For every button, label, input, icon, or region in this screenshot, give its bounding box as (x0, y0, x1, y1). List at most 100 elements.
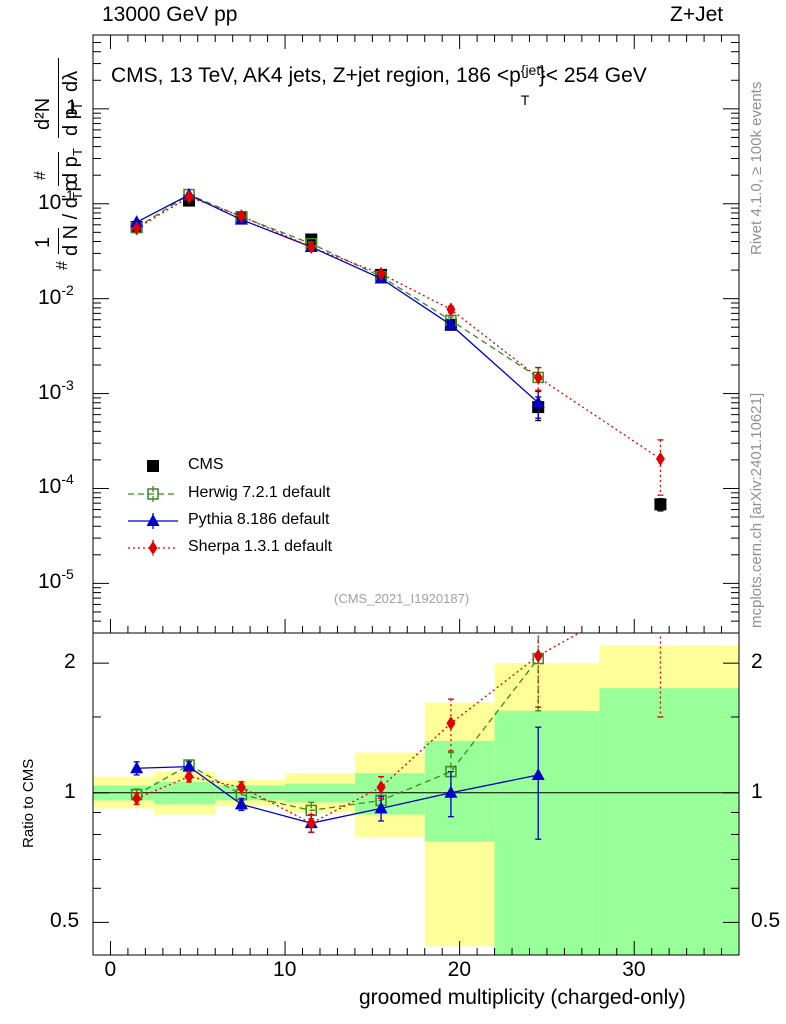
title-sup: {jet} (520, 62, 545, 78)
x-tick-label: 0 (104, 958, 117, 981)
tick-base: 10 (38, 475, 62, 499)
data-point (654, 498, 667, 511)
legend-label: Herwig 7.2.1 default (188, 484, 331, 501)
ylabel-hash1: # (54, 261, 71, 270)
main-ytick-label: 1 (66, 95, 78, 119)
legend-entry (128, 513, 178, 529)
legend-marker (147, 460, 159, 472)
title-sub: T (520, 92, 530, 108)
legend-marker (147, 488, 159, 500)
data-point (533, 648, 543, 663)
data-point (132, 791, 142, 806)
tick-exp: -4 (61, 471, 74, 488)
data-point (656, 580, 665, 594)
ratio-ytick-label-left: 2 (64, 650, 76, 674)
data-point (234, 797, 248, 810)
data-point (132, 221, 142, 236)
process-label: Z+Jet (670, 3, 724, 26)
data-point (531, 767, 545, 780)
data-point (182, 759, 196, 772)
plot-frames (92, 34, 740, 956)
ylabel-sub2: T (70, 148, 85, 156)
ratio-y-label: Ratio to CMS (20, 758, 37, 848)
legend-label: Pythia 8.186 default (188, 511, 330, 528)
data-point (446, 716, 456, 731)
rivet-version: Rivet 4.1.0, ≥ 100k events (748, 81, 765, 255)
main-ytick-label: 10-1 (38, 187, 74, 215)
main-ytick-label: 10-3 (38, 377, 74, 405)
ratio-ytick-label-left: 0.5 (50, 909, 80, 933)
main-ytick-label: 10-5 (38, 566, 74, 594)
legend-label: Sherpa 1.3.1 default (188, 538, 333, 555)
green-band-4 (354, 773, 425, 815)
tick-base: 10 (38, 190, 62, 214)
green-band-6 (494, 710, 600, 955)
analysis-id: (CMS_2021_I1920187) (334, 591, 470, 606)
main-y-label: # 1 d N / d p T # d p T d²N d p T dλ (32, 0, 92, 270)
legend-entry (128, 486, 178, 502)
data-point (531, 395, 545, 408)
x-axis-label: groomed multiplicity (charged-only) (359, 986, 686, 1009)
series-line (136, 633, 581, 824)
ratio-ytick-label-right: 2 (751, 650, 763, 674)
x-tick-label: 20 (447, 958, 471, 981)
x-tick-label: 30 (622, 958, 646, 981)
tick-base: 10 (38, 570, 62, 594)
data-point (130, 761, 144, 774)
x-tick-label: 10 (273, 958, 297, 981)
main-ytick-label: 10-2 (38, 282, 74, 310)
data-point (184, 189, 194, 204)
ylabel-n1: 1 (32, 236, 54, 248)
tick-base: 10 (38, 285, 62, 309)
main-series-pythia (130, 187, 545, 419)
main-series-sherpa (132, 189, 665, 496)
ylabel-d2: d p (60, 156, 82, 184)
tick-exp: -3 (61, 376, 74, 393)
data-point (444, 317, 458, 330)
legend (128, 460, 178, 556)
axis-ticks (93, 34, 739, 955)
data-point (306, 816, 316, 831)
legend-entry (147, 460, 159, 472)
legend-entry (128, 540, 178, 556)
tick-exp: -2 (61, 281, 74, 298)
green-band-7 (599, 688, 739, 955)
series-line (136, 196, 661, 460)
data-point (655, 451, 665, 466)
energy-label: 13000 GeV pp (102, 3, 238, 26)
data-point (374, 801, 388, 814)
data-series (130, 187, 667, 840)
ylabel-d4: dλ (60, 70, 82, 92)
main-ytick-label: 10-4 (38, 471, 74, 499)
ratio-frame (92, 632, 740, 956)
mcplots-reference: mcplots.cern.ch [arXiv:2401.10621] (748, 392, 765, 628)
ratio-ytick-label-left: 1 (64, 779, 76, 803)
data-point (236, 780, 246, 795)
legend-label: CMS (188, 456, 224, 473)
data-point (306, 240, 316, 255)
tick-exp: -5 (61, 566, 74, 583)
plot-title: CMS, 13 TeV, AK4 jets, Z+jet region, 186… (111, 62, 647, 108)
data-point (184, 769, 194, 784)
legend-marker (148, 541, 158, 555)
data-point (236, 209, 246, 224)
data-point (533, 370, 543, 385)
data-point (376, 266, 386, 281)
main-series-herwig (130, 188, 544, 392)
data-point (444, 785, 458, 798)
tick-exp: -1 (61, 186, 74, 203)
data-point (130, 215, 144, 228)
title-tail: }< 254 GeV (538, 64, 647, 87)
ratio-uncertainty-bands (93, 645, 739, 955)
tick-base: 10 (38, 380, 62, 404)
data-point (446, 302, 456, 317)
data-point (376, 780, 386, 795)
ratio-ytick-label-right: 1 (751, 779, 763, 803)
title-main: CMS, 13 TeV, AK4 jets, Z+jet region, 186… (111, 64, 521, 87)
legend-marker (146, 514, 160, 526)
ylabel-n2: # (32, 171, 49, 180)
ylabel-n3: d²N (32, 97, 54, 130)
ratio-series-sherpa (132, 580, 665, 833)
series-line (136, 193, 539, 378)
